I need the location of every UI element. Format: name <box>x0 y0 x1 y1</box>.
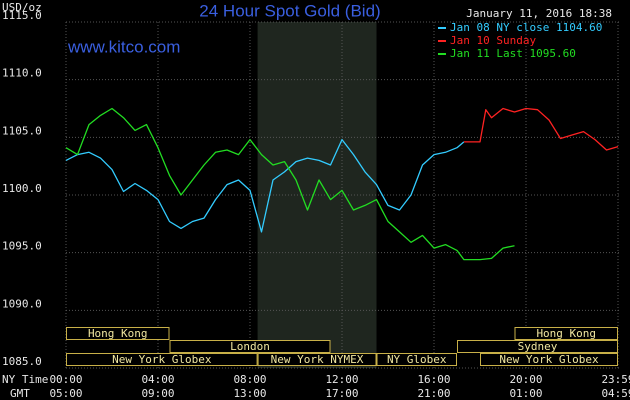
x-tick-label: 23:59 <box>601 373 630 386</box>
x-tick-label: 12:00 <box>325 373 358 386</box>
series-line <box>65 107 515 261</box>
series-line <box>65 138 465 233</box>
highlight-band <box>257 22 377 368</box>
x-tick-label-gmt: 01:00 <box>509 387 542 400</box>
x-tick-label: 00:00 <box>49 373 82 386</box>
x-tick-label: 16:00 <box>417 373 450 386</box>
session-box <box>257 353 377 366</box>
session-label: New York Globex <box>499 353 599 366</box>
y-tick-label: 1095.0 <box>2 240 42 253</box>
session-label: Hong Kong <box>536 327 596 340</box>
session-label: London <box>230 340 270 353</box>
x-tick-label: 20:00 <box>509 373 542 386</box>
session-box <box>457 340 618 353</box>
x-tick-label-gmt: 13:00 <box>233 387 266 400</box>
y-axis-label: USD/oz <box>2 1 42 14</box>
y-tick-label: 1085.0 <box>2 355 42 368</box>
x-tick-label: 08:00 <box>233 373 266 386</box>
watermark: www.kitco.com <box>67 37 180 56</box>
session-box <box>480 353 618 366</box>
chart-title: 24 Hour Spot Gold (Bid) <box>199 1 380 20</box>
x-tick-label-gmt: 21:00 <box>417 387 450 400</box>
session-box <box>66 353 258 366</box>
session-label: Hong Kong <box>88 327 148 340</box>
x-tick-label: 04:00 <box>141 373 174 386</box>
legend-label: Jan 11 Last 1095.60 <box>450 47 576 60</box>
x-axis-label: GMT <box>10 387 30 400</box>
legend-label: Jan 10 Sunday <box>450 34 536 47</box>
plot-underlay <box>65 21 620 369</box>
x-tick-label-gmt: 17:00 <box>325 387 358 400</box>
session-box <box>66 327 170 340</box>
session-label: New York Globex <box>112 353 212 366</box>
y-tick-label: 1110.0 <box>2 67 42 80</box>
session-label: Sydney <box>518 340 558 353</box>
x-tick-label-gmt: 05:00 <box>49 387 82 400</box>
y-tick-label: 1100.0 <box>2 182 42 195</box>
session-label: New York NYMEX <box>271 353 364 366</box>
x-tick-label-gmt: 09:00 <box>141 387 174 400</box>
y-tick-label: 1090.0 <box>2 297 42 310</box>
y-tick-label: 1105.0 <box>2 124 42 137</box>
session-box <box>514 327 618 340</box>
x-axis-label: NY Time <box>2 373 48 386</box>
timestamp: January 11, 2016 18:38 <box>466 7 612 20</box>
legend-label: Jan 08 NY close 1104.60 <box>450 21 602 34</box>
session-box <box>169 340 331 353</box>
x-tick-label-gmt: 04:59 <box>601 387 630 400</box>
series-line <box>463 107 619 151</box>
session-box <box>376 353 457 366</box>
y-tick-label: 1115.0 <box>2 9 42 22</box>
session-label: NY Globex <box>387 353 447 366</box>
